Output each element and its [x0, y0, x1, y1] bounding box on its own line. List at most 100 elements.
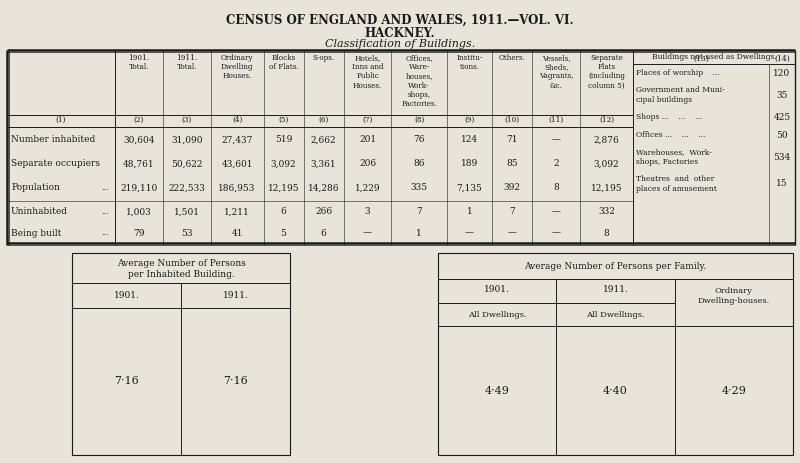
Text: (13): (13) [693, 55, 709, 63]
Text: (2): (2) [134, 116, 144, 124]
Text: 124: 124 [461, 136, 478, 144]
Text: 43,601: 43,601 [222, 159, 253, 169]
Text: Average Number of Persons per Family.: Average Number of Persons per Family. [524, 262, 706, 271]
Text: (12): (12) [599, 116, 614, 124]
Text: 1901.: 1901. [484, 284, 510, 294]
Text: 1901.: 1901. [114, 292, 139, 300]
Text: 4·40: 4·40 [603, 386, 628, 395]
Text: 48,761: 48,761 [123, 159, 154, 169]
Text: 86: 86 [414, 159, 425, 169]
Text: Ordinary
Dwelling-houses.: Ordinary Dwelling-houses. [698, 288, 770, 305]
Text: 1,229: 1,229 [354, 183, 380, 193]
Text: (9): (9) [465, 116, 474, 124]
Text: 8: 8 [554, 183, 559, 193]
Text: 2: 2 [554, 159, 559, 169]
Text: 85: 85 [506, 159, 518, 169]
Text: Ordinary
Dwelling
Houses.: Ordinary Dwelling Houses. [221, 54, 254, 81]
Text: 392: 392 [504, 183, 521, 193]
Text: 206: 206 [359, 159, 376, 169]
Text: 6: 6 [321, 229, 326, 238]
Text: 41: 41 [231, 229, 243, 238]
Text: Theatres  and  other
places of amusement: Theatres and other places of amusement [636, 175, 717, 193]
Text: 50,622: 50,622 [171, 159, 202, 169]
Text: (3): (3) [182, 116, 192, 124]
Text: 120: 120 [774, 69, 790, 77]
Text: 425: 425 [774, 113, 790, 121]
Text: S·ops.: S·ops. [313, 54, 334, 62]
Text: 5: 5 [281, 229, 286, 238]
Text: ...: ... [101, 229, 109, 237]
Text: 3,361: 3,361 [311, 159, 337, 169]
Text: Warehouses,  Work-
shops, Factories: Warehouses, Work- shops, Factories [636, 149, 712, 166]
Text: 186,953: 186,953 [218, 183, 256, 193]
Text: 332: 332 [598, 207, 615, 217]
Text: —: — [465, 229, 474, 238]
Text: 71: 71 [506, 136, 518, 144]
Text: (1): (1) [56, 116, 66, 124]
Text: 3,092: 3,092 [270, 159, 296, 169]
Text: 219,110: 219,110 [120, 183, 158, 193]
Text: Number inhabited: Number inhabited [11, 136, 95, 144]
Text: 7·16: 7·16 [223, 376, 248, 387]
Text: 14,286: 14,286 [308, 183, 339, 193]
Text: (5): (5) [278, 116, 289, 124]
Text: 1: 1 [416, 229, 422, 238]
Text: 201: 201 [359, 136, 376, 144]
Text: 4·29: 4·29 [722, 386, 746, 395]
Text: 1: 1 [466, 207, 473, 217]
Text: 6: 6 [281, 207, 286, 217]
Text: 30,604: 30,604 [123, 136, 154, 144]
Text: Institu-
tions.: Institu- tions. [457, 54, 482, 71]
Text: Shops ...    ...    ...: Shops ... ... ... [636, 113, 702, 121]
Text: Average Number of Persons
per Inhabited Building.: Average Number of Persons per Inhabited … [117, 259, 246, 279]
Text: 534: 534 [774, 152, 790, 162]
Text: 1,003: 1,003 [126, 207, 152, 217]
Text: Uninhabited: Uninhabited [11, 207, 68, 217]
Text: 79: 79 [133, 229, 145, 238]
Bar [438, 253, 793, 455]
Text: 2,876: 2,876 [594, 136, 619, 144]
Text: ...: ... [101, 184, 109, 192]
Text: —: — [363, 229, 372, 238]
Text: Government and Muni-
cipal buildings: Government and Muni- cipal buildings [636, 87, 725, 104]
Text: Being built: Being built [11, 229, 62, 238]
Text: HACKNEY.: HACKNEY. [365, 27, 435, 40]
Text: Offices,
Ware-
houses,
Work-
shops,
Factories.: Offices, Ware- houses, Work- shops, Fact… [402, 54, 437, 108]
Text: 7,135: 7,135 [457, 183, 482, 193]
Text: 27,437: 27,437 [222, 136, 253, 144]
Text: 7·16: 7·16 [114, 376, 139, 387]
Text: —: — [552, 136, 561, 144]
Text: —: — [552, 229, 561, 238]
Text: 1,501: 1,501 [174, 207, 200, 217]
Text: Blocks
of Flats.: Blocks of Flats. [269, 54, 298, 71]
Text: 50: 50 [776, 131, 788, 139]
Text: Separate occupiers: Separate occupiers [11, 159, 100, 169]
Text: (7): (7) [362, 116, 373, 124]
Text: 31,090: 31,090 [171, 136, 202, 144]
Text: Others.: Others. [498, 54, 526, 62]
Text: Classification of Buildings.: Classification of Buildings. [325, 39, 475, 49]
Text: Hotels,
Inns and
Public
Houses.: Hotels, Inns and Public Houses. [352, 54, 383, 90]
Text: (10): (10) [505, 116, 520, 124]
Text: 7: 7 [416, 207, 422, 217]
Text: All Dwellings.: All Dwellings. [586, 311, 645, 319]
Text: 1,211: 1,211 [224, 207, 250, 217]
Text: 1911.: 1911. [222, 292, 249, 300]
Text: —: — [508, 229, 517, 238]
Text: 7: 7 [510, 207, 515, 217]
Text: 335: 335 [410, 183, 428, 193]
Text: Separate
Flats
(including
column 5): Separate Flats (including column 5) [588, 54, 625, 90]
Text: (6): (6) [318, 116, 329, 124]
Text: —: — [552, 207, 561, 217]
Text: (14): (14) [774, 55, 790, 63]
Text: (11): (11) [549, 116, 564, 124]
Text: 2,662: 2,662 [311, 136, 337, 144]
Text: Buildings not used as Dwellings.: Buildings not used as Dwellings. [651, 53, 777, 61]
Text: ...: ... [101, 208, 109, 216]
Text: All Dwellings.: All Dwellings. [468, 311, 526, 319]
Text: 12,195: 12,195 [268, 183, 299, 193]
Text: 1911.: 1911. [602, 284, 629, 294]
Text: 4·49: 4·49 [485, 386, 510, 395]
Text: 519: 519 [275, 136, 292, 144]
Text: Offices ...    ...    ...: Offices ... ... ... [636, 131, 706, 139]
